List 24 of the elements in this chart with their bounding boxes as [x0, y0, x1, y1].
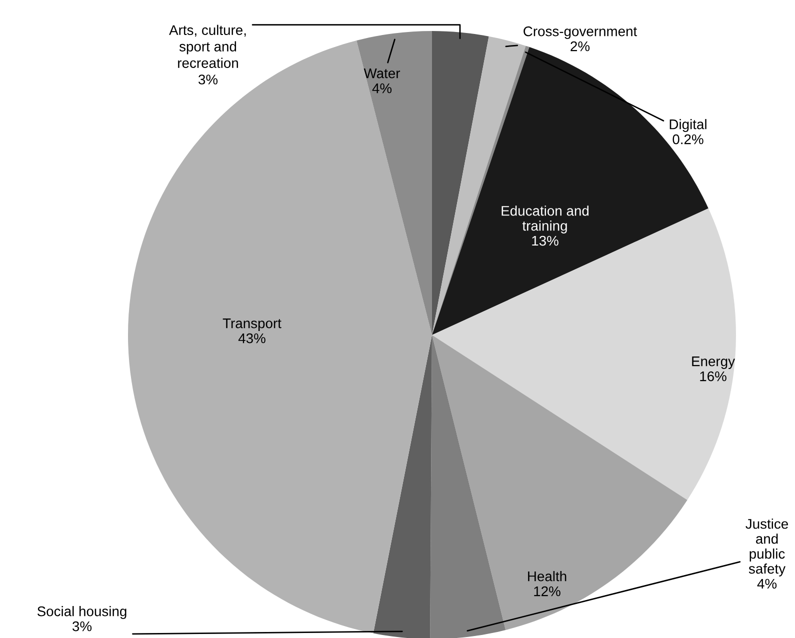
- data-label: 2%: [570, 41, 590, 52]
- slice-label: Cross-government: [524, 26, 638, 39]
- slice-label: Justice and public safety: [746, 518, 788, 576]
- data-label: 13%: [532, 236, 558, 246]
- data-label: 16%: [700, 371, 726, 382]
- pie-slice: [373, 335, 432, 638]
- pie-slice: [432, 335, 688, 630]
- data-label: 0.2%: [672, 134, 704, 144]
- data-label: 4%: [757, 578, 777, 589]
- data-label: 3%: [72, 621, 92, 632]
- slice-label: Health: [528, 571, 566, 582]
- slice-label: Energy: [692, 356, 735, 369]
- data-label: 4%: [372, 83, 392, 94]
- data-label: 43%: [238, 333, 266, 344]
- slice-label: Education and training: [502, 206, 589, 234]
- slice-label: Arts, culture, sport and recreation: [169, 24, 246, 68]
- slice-label: Digital: [670, 119, 706, 132]
- pie-slice: [432, 31, 489, 335]
- pie-slice: [430, 335, 506, 638]
- slice-label: Water: [364, 68, 400, 78]
- slice-label: Transport: [222, 318, 282, 331]
- data-label: 3%: [198, 74, 218, 84]
- slice-label: Social housing: [37, 606, 126, 619]
- data-label: 12%: [534, 586, 560, 596]
